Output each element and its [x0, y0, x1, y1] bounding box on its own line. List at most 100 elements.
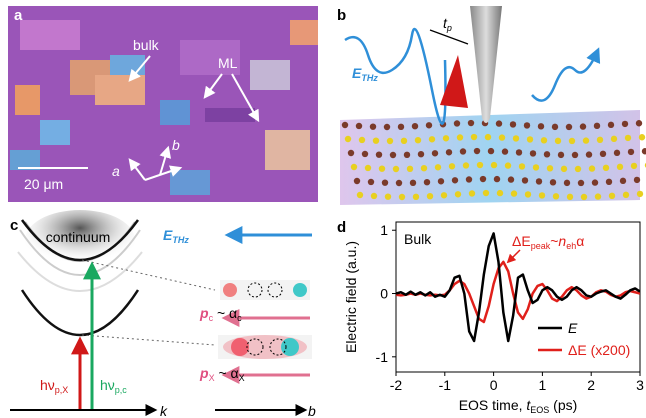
panel-b: b tp ETHz: [337, 6, 646, 205]
atom: [491, 162, 497, 168]
atom: [642, 148, 646, 154]
atom: [611, 136, 617, 142]
atom: [365, 165, 371, 171]
atom: [608, 122, 614, 128]
atom: [569, 138, 575, 144]
annotation-arrow: [508, 250, 520, 262]
x-tick-label: 0: [490, 377, 498, 393]
panel-letter: c: [10, 217, 18, 234]
atom: [480, 176, 486, 182]
atom: [583, 137, 589, 143]
atom: [371, 193, 377, 199]
atom: [457, 134, 463, 140]
panel-letter: a: [14, 7, 23, 24]
atom: [494, 176, 500, 182]
atom: [421, 165, 427, 171]
atom: [552, 124, 558, 130]
atom: [359, 137, 365, 143]
y-tick-label: 1: [380, 222, 388, 238]
atom: [597, 137, 603, 143]
atom: [628, 149, 634, 155]
thz-wave: [532, 50, 598, 101]
panel-letter: b: [337, 7, 346, 24]
panel-d: d Bulk Electric field (a.u.) EOS time, t…: [337, 219, 644, 415]
atom: [390, 152, 396, 158]
legend-label: ΔE (x200): [568, 342, 630, 358]
atom: [572, 152, 578, 158]
label-sub: peak: [531, 241, 551, 251]
atom: [516, 149, 522, 155]
x-tick-label: -2: [390, 377, 403, 393]
atom: [524, 122, 530, 128]
label-main: p: [199, 365, 209, 381]
atom: [637, 191, 643, 197]
label-sub: EOS: [530, 405, 549, 415]
label: hνp,c: [100, 377, 127, 395]
atom: [393, 166, 399, 172]
atom: [348, 150, 354, 156]
atom: [564, 180, 570, 186]
atom: [387, 138, 393, 144]
atom: [496, 120, 502, 126]
label: a: [112, 163, 120, 179]
atom: [427, 193, 433, 199]
atom: [623, 192, 629, 198]
atom: [373, 137, 379, 143]
atom: [426, 122, 432, 128]
panel-a: a bulk ML 20 μm a b: [8, 6, 318, 202]
atom: [606, 179, 612, 185]
atom: [586, 151, 592, 157]
atom: [410, 180, 416, 186]
annotation: ΔEpeak~nehα: [512, 233, 584, 251]
atom: [413, 194, 419, 200]
label-main: ~: [550, 233, 558, 249]
atom: [441, 192, 447, 198]
label-main: n: [558, 233, 566, 249]
atom: [519, 163, 525, 169]
atom: [541, 137, 547, 143]
atom: [636, 120, 642, 126]
atom: [631, 163, 637, 169]
label-main: hν: [40, 377, 55, 393]
atom: [474, 148, 480, 154]
atom: [357, 192, 363, 198]
x-axis-label: EOS time, tEOS (ps): [459, 397, 578, 415]
atom: [455, 191, 461, 197]
label-sub: p: [446, 23, 452, 33]
atom: [578, 180, 584, 186]
label-main: (ps): [549, 397, 577, 413]
atom: [617, 164, 623, 170]
label-main: EOS time,: [459, 397, 527, 413]
atom: [468, 120, 474, 126]
atom: [446, 149, 452, 155]
atom: [469, 190, 475, 196]
atom: [553, 193, 559, 199]
atom: [575, 166, 581, 172]
x-tick-label: 1: [539, 377, 547, 393]
atom: [561, 166, 567, 172]
x-tick-label: 3: [636, 377, 644, 393]
atom: [634, 177, 640, 183]
atom: [567, 194, 573, 200]
label-main: α: [576, 233, 584, 249]
atom: [622, 121, 628, 127]
label-main: p: [199, 305, 209, 321]
y-tick-label: 0: [380, 286, 388, 302]
label: b: [308, 403, 316, 418]
label-sub: X: [239, 373, 245, 383]
atom: [497, 190, 503, 196]
atom: [354, 178, 360, 184]
atom: [351, 164, 357, 170]
panel-letter: d: [337, 219, 346, 236]
atom: [401, 138, 407, 144]
atom: [620, 178, 626, 184]
atom: [415, 137, 421, 143]
atom: [527, 136, 533, 142]
x-tick-label: -1: [439, 377, 452, 393]
atom: [558, 152, 564, 158]
atom: [614, 150, 620, 156]
atom: [443, 135, 449, 141]
atom: [483, 190, 489, 196]
atom: [625, 135, 631, 141]
exciton-large: [218, 335, 312, 359]
